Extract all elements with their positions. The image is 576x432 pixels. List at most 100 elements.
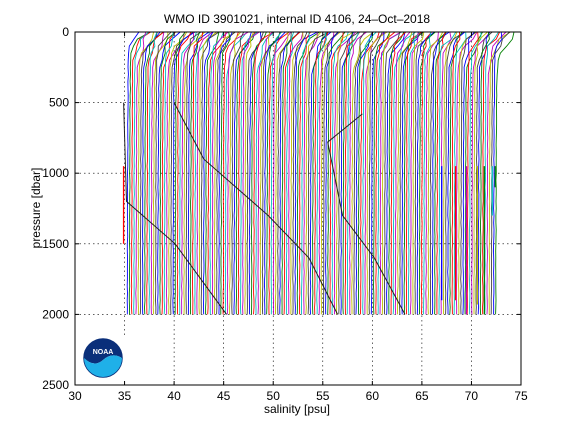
salinity-profile-line bbox=[181, 31, 195, 315]
x-tick-label: 60 bbox=[366, 389, 380, 403]
salinity-profile-line bbox=[453, 31, 467, 315]
salinity-profile-line bbox=[359, 31, 380, 315]
salinity-profile-line bbox=[248, 31, 262, 315]
salinity-profile-line bbox=[445, 31, 465, 315]
salinity-profile-line bbox=[305, 31, 322, 315]
salinity-profile-line bbox=[455, 31, 478, 315]
x-tick-label: 70 bbox=[465, 389, 479, 403]
salinity-profile-line bbox=[168, 31, 188, 315]
y-tick-label: 0 bbox=[62, 25, 69, 39]
salinity-profile-line bbox=[233, 31, 252, 315]
salinity-profile-line bbox=[222, 31, 239, 315]
salinity-profile-line bbox=[229, 31, 242, 315]
salinity-profile-line bbox=[174, 31, 186, 315]
profiles-layer bbox=[126, 31, 515, 315]
salinity-profile-line bbox=[394, 31, 411, 315]
salinity-profile-line bbox=[384, 31, 401, 315]
salinity-profile-line bbox=[176, 31, 192, 315]
x-tick-label: 30 bbox=[68, 389, 82, 403]
salinity-profile-line bbox=[165, 31, 185, 315]
salinity-profile-line bbox=[318, 31, 335, 315]
salinity-profile-line bbox=[399, 31, 415, 315]
salinity-profile-line bbox=[272, 31, 292, 315]
salinity-profile-line bbox=[261, 31, 281, 315]
salinity-profile-line bbox=[451, 31, 461, 315]
salinity-profile-line bbox=[270, 31, 282, 315]
salinity-profile-line bbox=[296, 31, 320, 315]
salinity-profile-line bbox=[213, 31, 236, 315]
salinity-profile-line bbox=[266, 31, 282, 315]
salinity-profile-line bbox=[473, 31, 488, 315]
salinity-profile-line bbox=[255, 31, 275, 315]
salinity-profile-line bbox=[189, 31, 201, 315]
salinity-profile-line bbox=[312, 31, 329, 315]
salinity-profile-line bbox=[301, 31, 311, 315]
salinity-profile-line bbox=[200, 31, 220, 315]
salinity-profile-line bbox=[401, 31, 422, 315]
salinity-profile-line bbox=[355, 31, 373, 315]
salinity-profile-line bbox=[131, 31, 151, 315]
salinity-profile-line bbox=[202, 31, 214, 315]
salinity-profile-line bbox=[484, 31, 499, 315]
salinity-profile-line bbox=[170, 31, 194, 315]
salinity-profile-line bbox=[471, 31, 491, 315]
y-tick-label: 500 bbox=[49, 96, 69, 110]
salinity-profile-line bbox=[436, 31, 446, 315]
salinity-profile-line bbox=[416, 31, 435, 315]
logo-water bbox=[84, 355, 122, 377]
salinity-profile-line bbox=[144, 31, 164, 315]
salinity-profile-line bbox=[342, 31, 353, 315]
salinity-profile-line bbox=[458, 31, 477, 315]
salinity-profile-line bbox=[224, 31, 248, 315]
salinity-profile-line bbox=[327, 31, 346, 315]
x-tick-label: 55 bbox=[316, 389, 330, 403]
salinity-profile-line bbox=[322, 31, 339, 315]
salinity-profile-line bbox=[172, 31, 196, 315]
salinity-profile-line bbox=[469, 31, 482, 315]
salinity-profile-line bbox=[488, 31, 511, 315]
salinity-profile-line bbox=[235, 31, 256, 315]
salinity-profile-line bbox=[244, 31, 254, 315]
salinity-profile-line bbox=[128, 31, 151, 315]
x-axis-label: salinity [psu] bbox=[264, 402, 330, 416]
salinity-profile-line bbox=[150, 31, 165, 315]
noaa-logo-icon: NOAA bbox=[81, 338, 127, 380]
salinity-profile-line bbox=[316, 31, 327, 315]
salinity-profile-line bbox=[209, 31, 224, 315]
salinity-profile-line bbox=[362, 31, 377, 315]
salinity-profile-line bbox=[242, 31, 260, 315]
x-tick-label: 75 bbox=[514, 389, 528, 403]
salinity-profile-line bbox=[373, 31, 391, 315]
envelope-line bbox=[173, 102, 339, 315]
salinity-profile-line bbox=[418, 31, 436, 315]
y-tick-label: 1000 bbox=[42, 166, 69, 180]
salinity-profile-line bbox=[333, 31, 357, 315]
salinity-profile-line bbox=[340, 31, 354, 315]
salinity-profile-line bbox=[477, 31, 491, 315]
salinity-profile-line bbox=[292, 31, 308, 315]
salinity-profile-line bbox=[344, 31, 361, 315]
salinity-profile-line bbox=[329, 31, 344, 315]
salinity-profile-line bbox=[155, 31, 172, 315]
ticks-layer bbox=[74, 31, 522, 386]
salinity-profile-line bbox=[425, 31, 439, 315]
salinity-profile-line bbox=[410, 31, 419, 315]
x-tick-label: 65 bbox=[415, 389, 429, 403]
salinity-profile-line bbox=[163, 31, 174, 315]
plot-frame bbox=[74, 31, 522, 386]
y-tick-label: 2500 bbox=[42, 378, 69, 392]
salinity-profile-line bbox=[303, 32, 318, 315]
salinity-profile-line bbox=[368, 31, 383, 315]
salinity-profile-line bbox=[495, 31, 515, 315]
salinity-profile-line bbox=[205, 31, 220, 315]
salinity-profile-line bbox=[157, 31, 181, 315]
salinity-profile-line bbox=[194, 31, 210, 315]
logo-sky bbox=[84, 339, 122, 364]
salinity-profile-line bbox=[277, 31, 292, 315]
salinity-profile-line bbox=[427, 31, 444, 315]
salinity-profile-line bbox=[250, 31, 267, 315]
salinity-profile-line bbox=[381, 31, 391, 315]
salinity-profile-line bbox=[357, 31, 374, 315]
salinity-profile-line bbox=[466, 31, 479, 315]
